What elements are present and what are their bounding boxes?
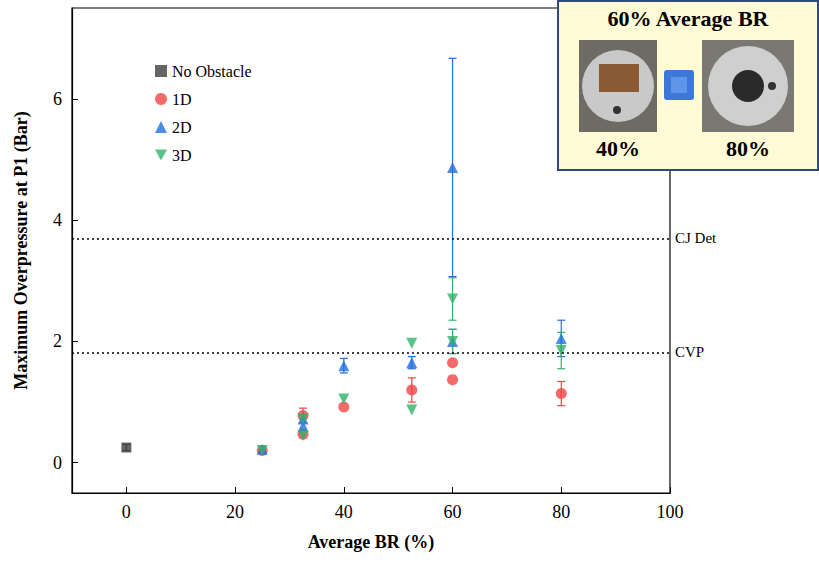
svg-text:No Obstacle: No Obstacle — [172, 63, 252, 80]
svg-text:2D: 2D — [172, 119, 192, 136]
html-text:60% Average BR: 60% Average BR — [607, 6, 769, 31]
svg-text:40: 40 — [335, 502, 353, 522]
svg-text:80: 80 — [552, 502, 570, 522]
svg-text:0: 0 — [53, 453, 62, 473]
svg-text:6: 6 — [53, 89, 62, 109]
svg-text:CJ Det: CJ Det — [675, 230, 717, 246]
html-text:80%: 80% — [726, 136, 770, 161]
svg-text:100: 100 — [657, 502, 684, 522]
svg-text:0: 0 — [122, 502, 131, 522]
svg-text:Maximum Overpressure at P1 (Ba: Maximum Overpressure at P1 (Bar) — [11, 111, 32, 389]
svg-text:Average BR (%): Average BR (%) — [308, 532, 435, 553]
svg-text:3D: 3D — [172, 147, 192, 164]
svg-text:4: 4 — [53, 210, 62, 230]
svg-text:1D: 1D — [172, 91, 192, 108]
svg-text:60: 60 — [444, 502, 462, 522]
html-text:40%: 40% — [596, 136, 640, 161]
svg-text:2: 2 — [53, 331, 62, 351]
svg-text:20: 20 — [226, 502, 244, 522]
svg-text:CVP: CVP — [675, 344, 704, 360]
